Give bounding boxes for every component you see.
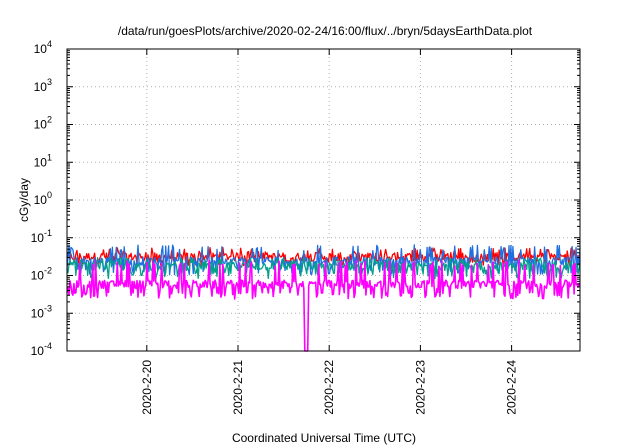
chart-title: /data/run/goesPlots/archive/2020-02-24/1… xyxy=(118,24,533,38)
x-tick-label: 2020-2-21 xyxy=(231,360,245,415)
y-tick-label: 103 xyxy=(34,77,52,94)
y-ticks: 10-4 10-3 10-2 10-1 100 101 102 103 104 xyxy=(31,39,580,358)
y-tick-label: 10-1 xyxy=(31,228,52,245)
y-tick-label: 10-2 xyxy=(31,266,52,283)
y-tick-label: 104 xyxy=(34,39,52,56)
plot-frame xyxy=(66,48,581,352)
x-tick-label: 2020-2-24 xyxy=(505,360,519,415)
grid xyxy=(67,49,580,351)
series-line-1 xyxy=(66,246,581,267)
x-tick-label: 2020-2-22 xyxy=(322,360,336,415)
x-axis-label: Coordinated Universal Time (UTC) xyxy=(232,431,416,445)
y-tick-label: 10-3 xyxy=(31,303,52,320)
x-tick-label: 2020-2-23 xyxy=(413,360,427,415)
y-tick-label: 102 xyxy=(34,115,52,132)
y-axis-label: cGy/day xyxy=(17,178,31,222)
y-tick-label: 10-4 xyxy=(31,341,52,358)
series-group xyxy=(66,244,581,352)
x-tick-label: 2020-2-20 xyxy=(140,360,154,415)
x-ticks: 2020-2-20 2020-2-21 2020-2-22 2020-2-23 2020… xyxy=(140,49,519,415)
y-tick-label: 101 xyxy=(34,152,52,169)
series-line-4 xyxy=(66,259,581,352)
y-tick-label: 100 xyxy=(34,190,52,207)
